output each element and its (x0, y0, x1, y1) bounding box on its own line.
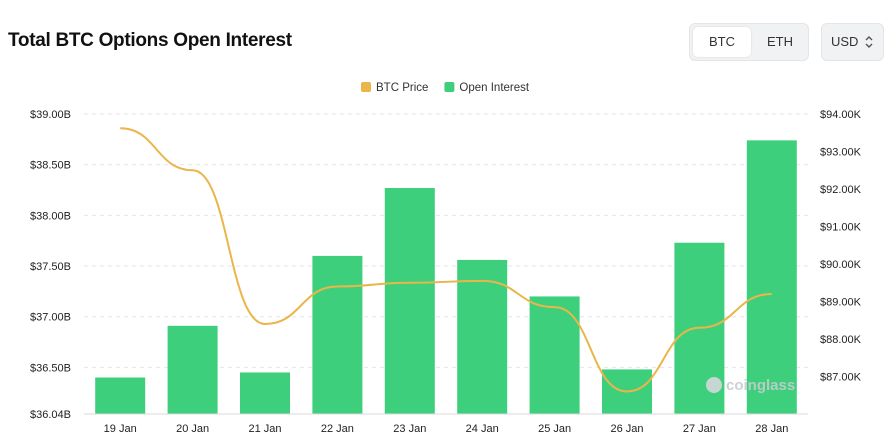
coinglass-logo-icon (706, 377, 722, 393)
right-axis-tick-label: $88.00K (820, 334, 862, 346)
x-axis-tick-label: 24 Jan (466, 423, 499, 435)
right-axis-tick-label: $89.00K (820, 297, 862, 309)
left-axis-tick-label: $36.50B (30, 362, 71, 374)
right-axis-tick-label: $92.00K (820, 184, 862, 196)
legend-swatch-btc-price (361, 82, 371, 92)
currency-select[interactable]: USD (821, 23, 884, 61)
btc-toggle-button[interactable]: BTC (693, 27, 751, 57)
x-axis-tick-label: 26 Jan (610, 423, 643, 435)
legend-swatch-open-interest (444, 82, 455, 92)
watermark: coinglass (706, 377, 795, 394)
left-axis-tick-label: $38.50B (30, 160, 71, 172)
right-axis-tick-label: $94.00K (820, 109, 862, 121)
asset-toggle: BTC ETH (689, 23, 809, 61)
x-axis-tick-label: 20 Jan (176, 423, 209, 435)
open-interest-bar (312, 255, 363, 414)
left-axis-tick-label: $36.04B (30, 409, 71, 421)
chevron-up-down-icon (865, 36, 873, 48)
x-axis-tick-label: 22 Jan (321, 423, 354, 435)
page-title: Total BTC Options Open Interest (8, 30, 292, 51)
legend-label-open-interest: Open Interest (459, 82, 529, 94)
open-interest-bar (457, 259, 508, 414)
btc-price-line (120, 127, 772, 393)
open-interest-bar (240, 372, 290, 414)
eth-toggle-button[interactable]: ETH (767, 34, 793, 49)
left-axis-tick-label: $37.00B (30, 312, 71, 324)
legend-label-btc-price: BTC Price (376, 82, 428, 94)
watermark-text: coinglass (726, 377, 796, 394)
x-axis-tick-label: 25 Jan (538, 423, 571, 435)
open-interest-bar (384, 187, 435, 414)
open-interest-bar (746, 140, 797, 414)
right-axis-tick-label: $93.00K (820, 147, 862, 159)
x-axis-tick-label: 28 Jan (755, 423, 788, 435)
left-axis-tick-label: $38.00B (30, 210, 71, 222)
open-interest-bar (167, 325, 218, 414)
right-axis-tick-label: $91.00K (820, 222, 862, 234)
x-axis-tick-label: 21 Jan (248, 423, 281, 435)
open-interest-bar (95, 377, 146, 414)
right-axis-tick-label: $87.00K (820, 372, 862, 384)
currency-select-label: USD (831, 34, 859, 49)
open-interest-bar (529, 296, 580, 414)
left-axis-tick-label: $39.00B (30, 109, 71, 121)
x-axis-tick-label: 27 Jan (683, 423, 716, 435)
x-axis-tick-label: 23 Jan (393, 423, 426, 435)
right-axis-tick-label: $90.00K (820, 259, 862, 271)
left-axis-tick-label: $37.50B (30, 261, 71, 273)
x-axis-tick-label: 19 Jan (104, 423, 137, 435)
